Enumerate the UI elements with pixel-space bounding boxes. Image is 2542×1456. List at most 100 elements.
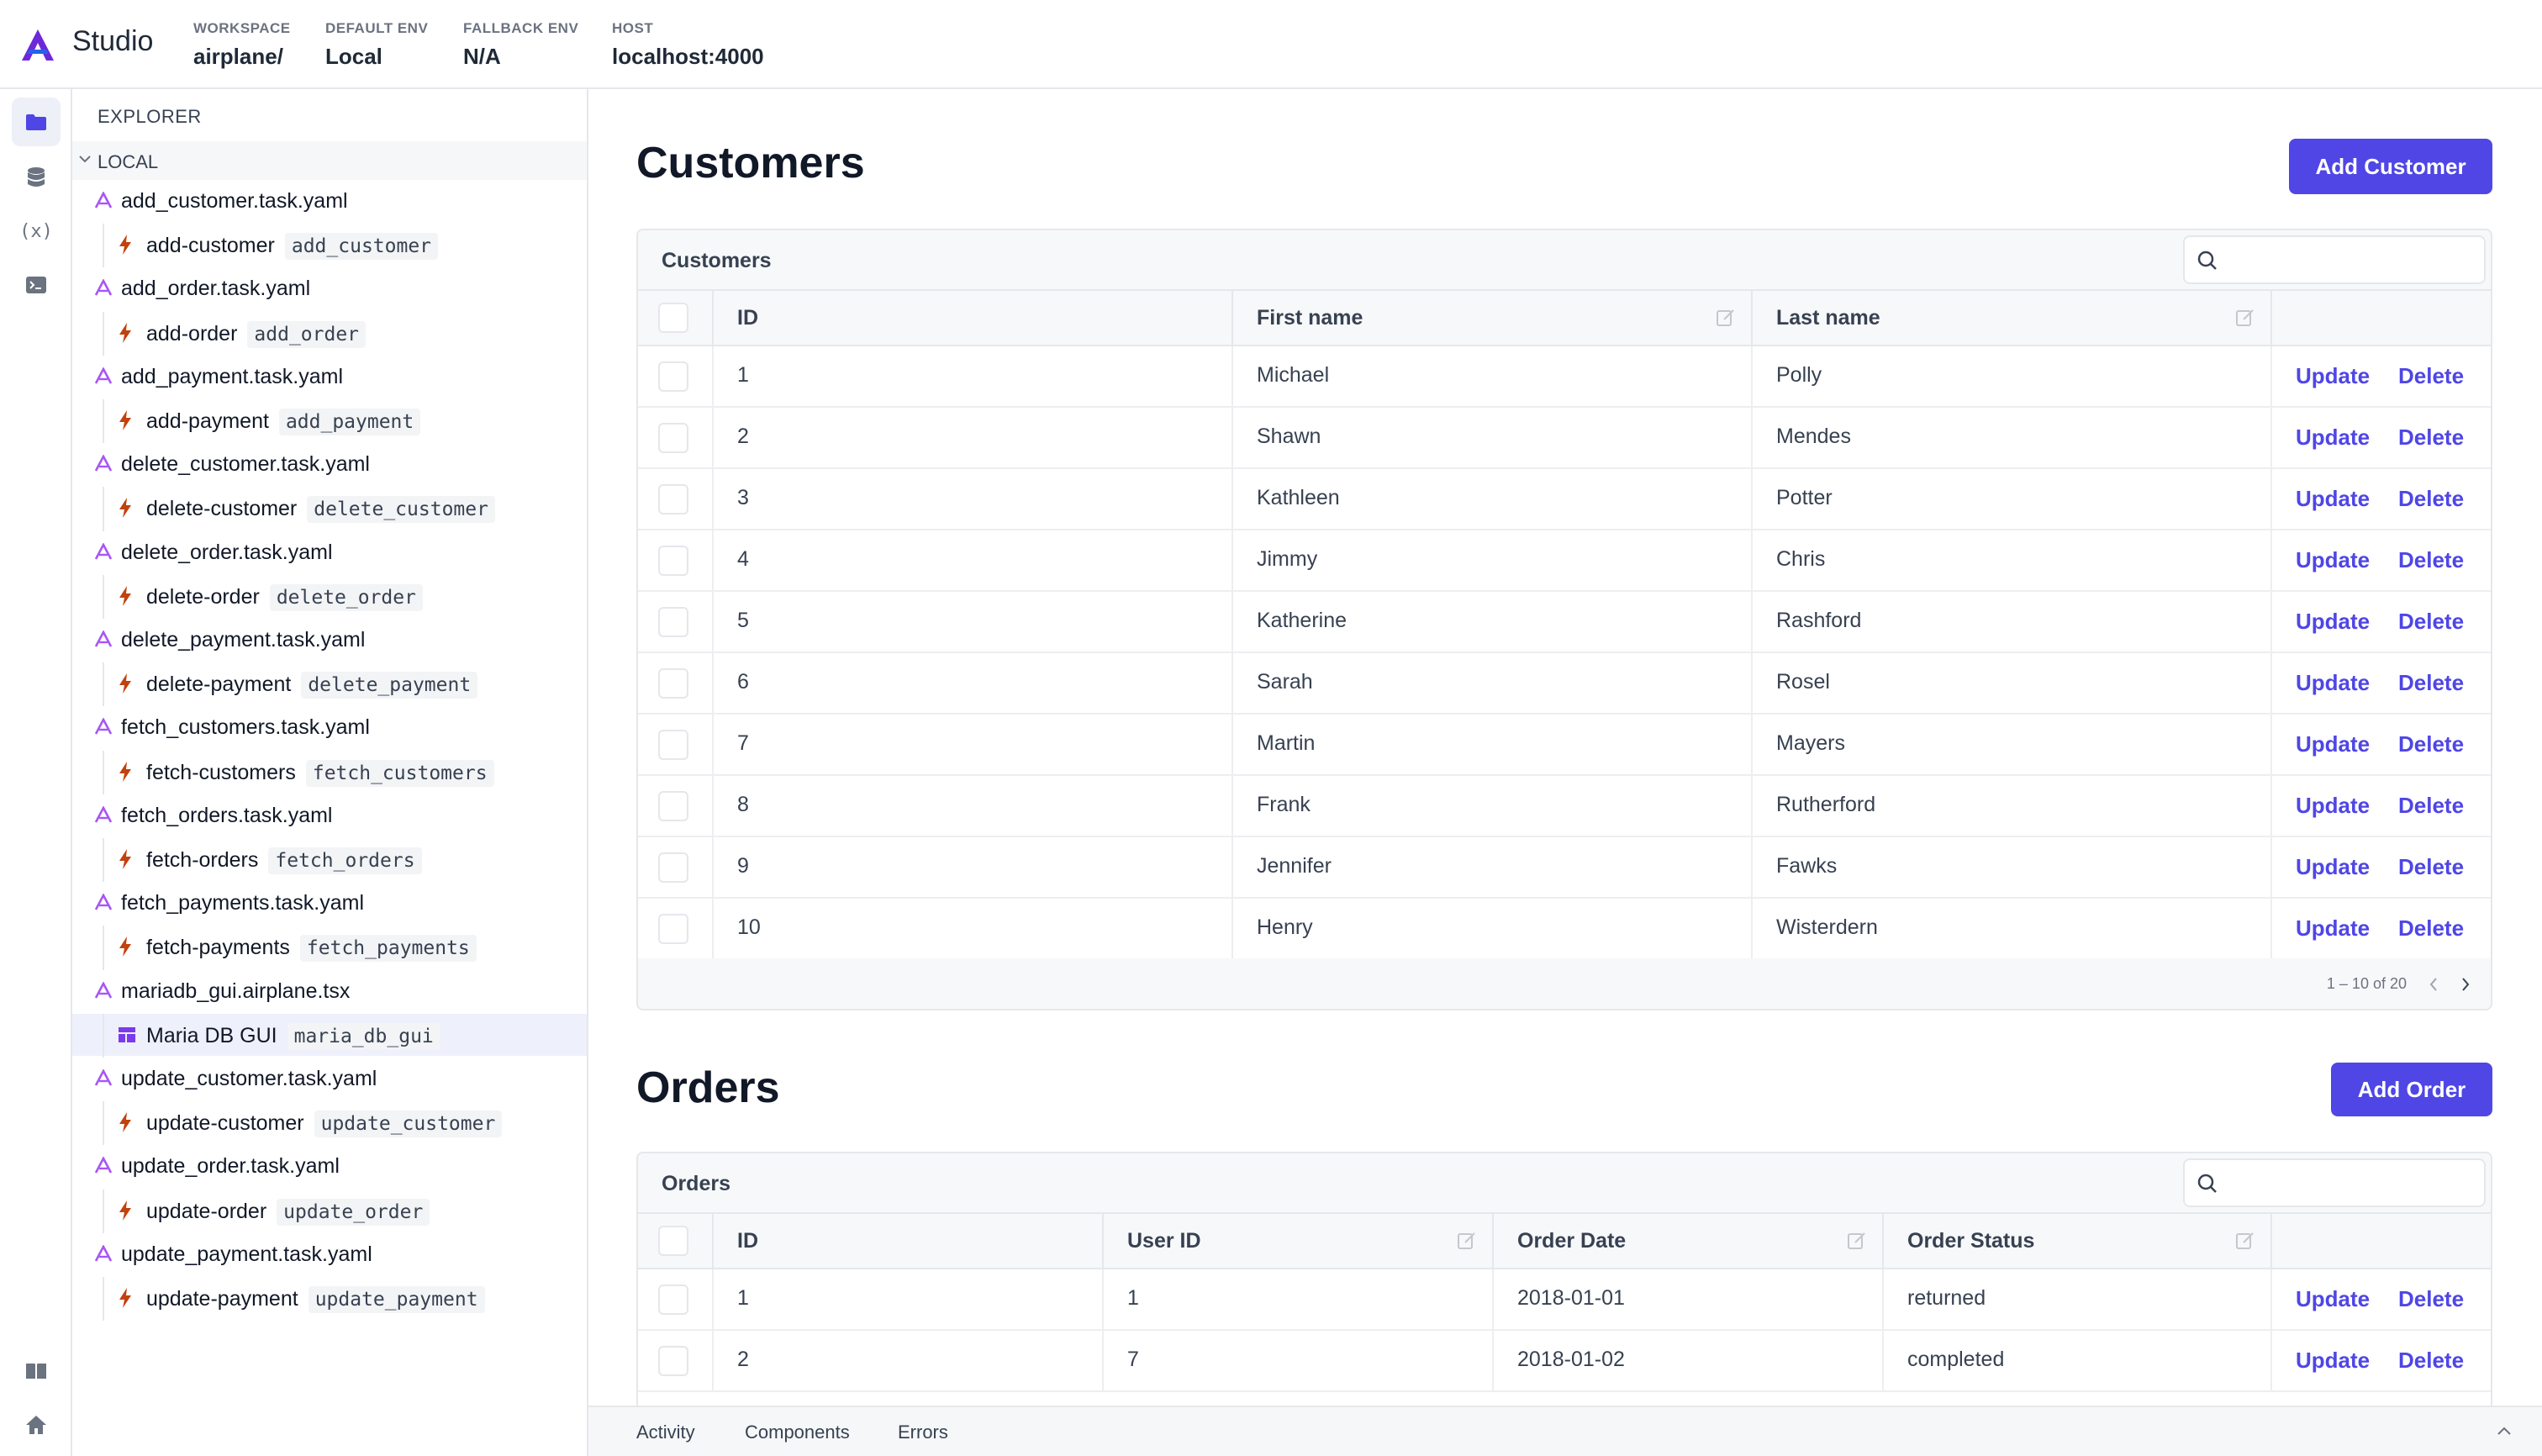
host-info[interactable]: HOST localhost:4000: [612, 20, 764, 70]
update-button[interactable]: Update: [2296, 1348, 2371, 1373]
docs-rail-button[interactable]: [12, 1347, 61, 1395]
workspace-info[interactable]: WORKSPACE airplane/: [193, 20, 291, 70]
update-button[interactable]: Update: [2296, 1286, 2371, 1311]
update-button[interactable]: Update: [2296, 854, 2371, 879]
update-button[interactable]: Update: [2296, 486, 2371, 511]
row-checkbox[interactable]: [658, 852, 688, 883]
tree-file-row[interactable]: delete_customer.task.yaml: [72, 443, 587, 485]
tree-entity-row[interactable]: add-order add_order: [72, 311, 587, 356]
tree-entity-row[interactable]: delete-order delete_order: [72, 574, 587, 619]
delete-button[interactable]: Delete: [2398, 547, 2465, 572]
select-all-checkbox[interactable]: [658, 1226, 688, 1256]
row-checkbox[interactable]: [658, 361, 688, 392]
table-row[interactable]: 10 Henry Wisterdern Update Delete: [638, 899, 2491, 960]
update-button[interactable]: Update: [2296, 609, 2371, 634]
add-customer-button[interactable]: Add Customer: [2289, 139, 2492, 194]
tree-file-row[interactable]: update_order.task.yaml: [72, 1145, 587, 1187]
tree-entity-row[interactable]: update-customer update_customer: [72, 1101, 587, 1146]
update-button[interactable]: Update: [2296, 547, 2371, 572]
delete-button[interactable]: Delete: [2398, 609, 2465, 634]
chevron-left-icon[interactable]: [2429, 977, 2439, 992]
delete-button[interactable]: Delete: [2398, 670, 2465, 695]
tree-entity-row[interactable]: fetch-payments fetch_payments: [72, 926, 587, 970]
column-header-id[interactable]: ID: [712, 291, 1231, 346]
tab-activity[interactable]: Activity: [636, 1422, 695, 1443]
edit-column-icon[interactable]: [2235, 1231, 2255, 1251]
column-header-id[interactable]: ID: [712, 1214, 1102, 1269]
column-header-first-name[interactable]: First name: [1231, 291, 1751, 346]
row-checkbox[interactable]: [658, 607, 688, 637]
tree-entity-row[interactable]: fetch-customers fetch_customers: [72, 750, 587, 794]
row-checkbox[interactable]: [658, 791, 688, 821]
tree-entity-row[interactable]: add-payment add_payment: [72, 399, 587, 444]
table-row[interactable]: 1 1 2018-01-01 returned Update Delete: [638, 1269, 2491, 1331]
tree-entity-row[interactable]: update-order update_order: [72, 1189, 587, 1233]
database-rail-button[interactable]: [12, 153, 61, 202]
variables-rail-button[interactable]: (x): [12, 207, 61, 256]
column-header-order-status[interactable]: Order Status: [1882, 1214, 2270, 1269]
select-all-checkbox[interactable]: [658, 303, 688, 333]
tree-file-row[interactable]: add_payment.task.yaml: [72, 356, 587, 398]
tree-entity-row[interactable]: Maria DB GUI maria_db_gui: [72, 1013, 587, 1058]
table-row[interactable]: 8 Frank Rutherford Update Delete: [638, 776, 2491, 837]
delete-button[interactable]: Delete: [2398, 915, 2465, 941]
table-row[interactable]: 2 7 2018-01-02 completed Update Delete: [638, 1331, 2491, 1392]
row-checkbox[interactable]: [658, 546, 688, 576]
row-checkbox[interactable]: [658, 423, 688, 453]
update-button[interactable]: Update: [2296, 731, 2371, 757]
tab-errors[interactable]: Errors: [898, 1422, 948, 1443]
chevron-up-icon[interactable]: [2497, 1426, 2512, 1436]
delete-button[interactable]: Delete: [2398, 1286, 2465, 1311]
row-checkbox[interactable]: [658, 1285, 688, 1315]
edit-column-icon[interactable]: [2235, 308, 2255, 328]
tree-file-row[interactable]: update_customer.task.yaml: [72, 1058, 587, 1100]
add-order-button[interactable]: Add Order: [2331, 1063, 2492, 1116]
local-group-header[interactable]: LOCAL: [72, 141, 587, 180]
tree-file-row[interactable]: fetch_orders.task.yaml: [72, 794, 587, 836]
delete-button[interactable]: Delete: [2398, 1348, 2465, 1373]
tree-entity-row[interactable]: update-payment update_payment: [72, 1277, 587, 1321]
row-checkbox[interactable]: [658, 484, 688, 514]
update-button[interactable]: Update: [2296, 363, 2371, 388]
table-row[interactable]: 7 Martin Mayers Update Delete: [638, 715, 2491, 776]
tree-entity-row[interactable]: add-customer add_customer: [72, 224, 587, 268]
column-header-last-name[interactable]: Last name: [1751, 291, 2270, 346]
edit-column-icon[interactable]: [1847, 1231, 1867, 1251]
delete-button[interactable]: Delete: [2398, 363, 2465, 388]
update-button[interactable]: Update: [2296, 670, 2371, 695]
table-row[interactable]: 9 Jennifer Fawks Update Delete: [638, 837, 2491, 899]
update-button[interactable]: Update: [2296, 793, 2371, 818]
tree-entity-row[interactable]: delete-customer delete_customer: [72, 487, 587, 531]
terminal-rail-button[interactable]: [12, 261, 61, 309]
delete-button[interactable]: Delete: [2398, 731, 2465, 757]
tree-entity-row[interactable]: delete-payment delete_payment: [72, 662, 587, 707]
explorer-rail-button[interactable]: [12, 98, 61, 146]
delete-button[interactable]: Delete: [2398, 793, 2465, 818]
table-row[interactable]: 2 Shawn Mendes Update Delete: [638, 408, 2491, 469]
tree-file-row[interactable]: fetch_payments.task.yaml: [72, 882, 587, 924]
column-header-user-id[interactable]: User ID: [1102, 1214, 1492, 1269]
orders-search-input[interactable]: [2183, 1158, 2486, 1207]
table-row[interactable]: 4 Jimmy Chris Update Delete: [638, 530, 2491, 592]
row-checkbox[interactable]: [658, 730, 688, 760]
chevron-right-icon[interactable]: [2460, 977, 2471, 992]
tree-file-row[interactable]: delete_order.task.yaml: [72, 531, 587, 573]
default-env-selector[interactable]: DEFAULT ENV Local: [325, 20, 428, 70]
table-row[interactable]: 6 Sarah Rosel Update Delete: [638, 653, 2491, 715]
delete-button[interactable]: Delete: [2398, 425, 2465, 450]
tree-entity-row[interactable]: fetch-orders fetch_orders: [72, 838, 587, 883]
update-button[interactable]: Update: [2296, 915, 2371, 941]
tree-file-row[interactable]: fetch_customers.task.yaml: [72, 706, 587, 748]
tab-components[interactable]: Components: [745, 1422, 850, 1443]
tree-file-row[interactable]: add_order.task.yaml: [72, 267, 587, 309]
row-checkbox[interactable]: [658, 668, 688, 699]
row-checkbox[interactable]: [658, 1346, 688, 1376]
table-row[interactable]: 5 Katherine Rashford Update Delete: [638, 592, 2491, 653]
home-rail-button[interactable]: [12, 1401, 61, 1449]
edit-column-icon[interactable]: [1457, 1231, 1477, 1251]
column-header-order-date[interactable]: Order Date: [1492, 1214, 1882, 1269]
tree-file-row[interactable]: update_payment.task.yaml: [72, 1233, 587, 1275]
update-button[interactable]: Update: [2296, 425, 2371, 450]
row-checkbox[interactable]: [658, 914, 688, 944]
table-row[interactable]: 1 Michael Polly Update Delete: [638, 346, 2491, 408]
